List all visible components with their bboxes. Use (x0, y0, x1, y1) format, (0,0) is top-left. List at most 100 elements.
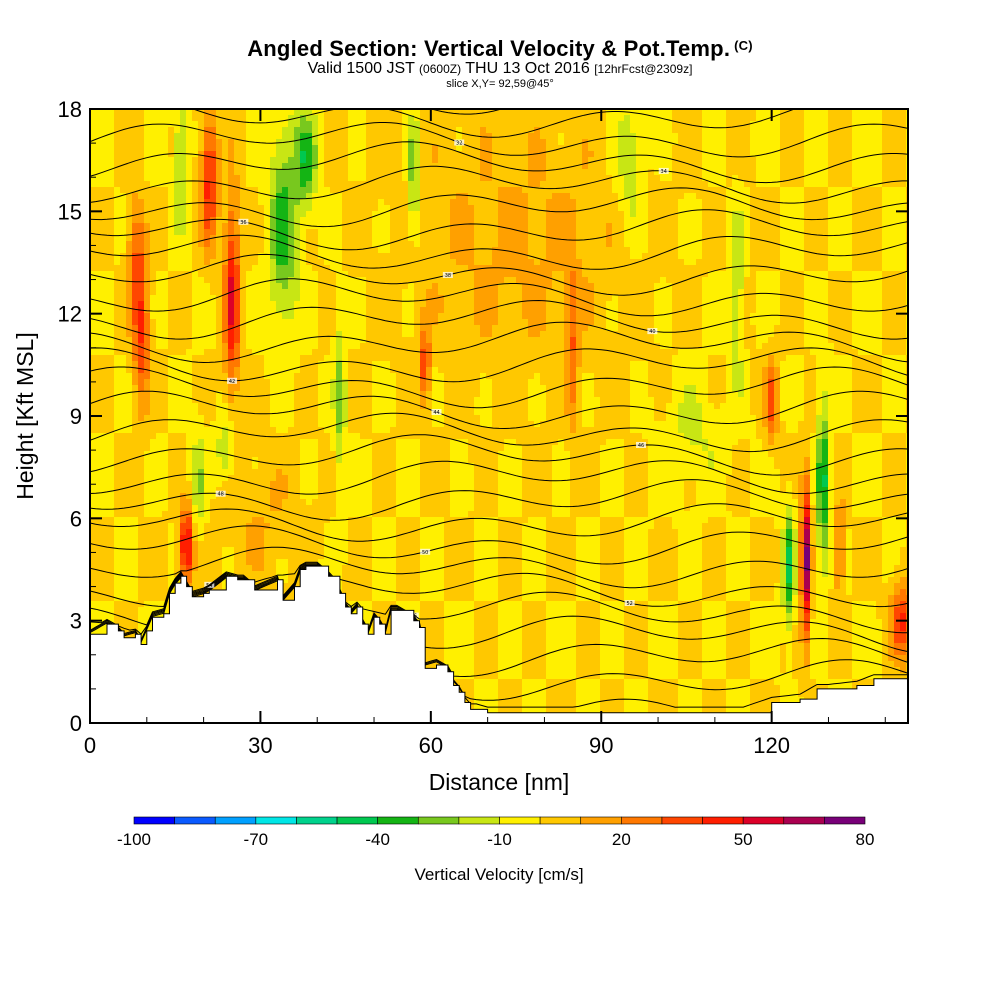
velocity-cell (378, 307, 385, 314)
velocity-cell (684, 259, 691, 266)
velocity-cell (384, 253, 391, 260)
velocity-cell (522, 181, 529, 188)
velocity-cell (150, 319, 157, 326)
velocity-cell (282, 115, 289, 122)
velocity-cell (522, 241, 529, 248)
velocity-cell (786, 121, 793, 128)
velocity-cell (804, 271, 811, 278)
velocity-cell (840, 205, 847, 212)
velocity-cell (150, 157, 157, 164)
velocity-cell (486, 319, 493, 326)
velocity-cell (324, 145, 331, 152)
velocity-cell (576, 211, 583, 218)
velocity-cell (552, 109, 559, 116)
velocity-cell (732, 271, 739, 278)
velocity-cell (372, 157, 379, 164)
velocity-cell (120, 151, 127, 158)
velocity-cell (654, 145, 661, 152)
velocity-cell (840, 133, 847, 140)
velocity-cell (90, 109, 97, 116)
velocity-cell (432, 217, 439, 224)
velocity-cell (552, 271, 559, 278)
velocity-cell (720, 145, 727, 152)
velocity-cell (408, 223, 415, 230)
velocity-cell (540, 319, 547, 326)
velocity-cell (384, 145, 391, 152)
velocity-cell (462, 145, 469, 152)
velocity-cell (684, 163, 691, 170)
velocity-cell (816, 271, 823, 278)
velocity-cell (882, 295, 889, 302)
velocity-cell (420, 241, 427, 248)
velocity-cell (726, 199, 733, 206)
velocity-cell (366, 163, 373, 170)
velocity-cell (270, 109, 277, 116)
velocity-cell (450, 175, 457, 182)
velocity-cell (690, 193, 697, 200)
velocity-cell (486, 205, 493, 212)
velocity-cell (708, 181, 715, 188)
velocity-cell (444, 253, 451, 260)
velocity-cell (216, 217, 223, 224)
velocity-cell (516, 247, 523, 254)
velocity-cell (228, 139, 235, 146)
velocity-cell (606, 217, 613, 224)
velocity-cell (234, 313, 241, 320)
velocity-cell (312, 169, 319, 176)
velocity-cell (822, 169, 829, 176)
velocity-cell (222, 283, 229, 290)
velocity-cell (168, 271, 175, 278)
velocity-cell (762, 301, 769, 308)
velocity-cell (120, 265, 127, 272)
velocity-cell (204, 163, 211, 170)
velocity-cell (378, 319, 385, 326)
velocity-cell (324, 121, 331, 128)
velocity-cell (660, 253, 667, 260)
velocity-cell (510, 307, 517, 314)
velocity-cell (324, 109, 331, 116)
velocity-cell (582, 223, 589, 230)
velocity-cell (702, 319, 709, 326)
velocity-cell (132, 223, 139, 230)
velocity-cell (252, 217, 259, 224)
velocity-cell (576, 187, 583, 194)
velocity-cell (132, 187, 139, 194)
velocity-cell (342, 211, 349, 218)
velocity-cell (240, 325, 247, 332)
velocity-cell (648, 199, 655, 206)
velocity-cell (672, 313, 679, 320)
velocity-cell (198, 181, 205, 188)
velocity-cell (840, 151, 847, 158)
velocity-cell (384, 139, 391, 146)
velocity-cell (354, 283, 361, 290)
velocity-cell (780, 301, 787, 308)
velocity-cell (90, 235, 97, 242)
velocity-cell (252, 265, 259, 272)
velocity-cell (378, 109, 385, 116)
velocity-cell (678, 319, 685, 326)
velocity-cell (120, 145, 127, 152)
velocity-cell (384, 127, 391, 134)
velocity-cell (534, 109, 541, 116)
velocity-cell (270, 325, 277, 332)
velocity-cell (594, 199, 601, 206)
velocity-cell (840, 193, 847, 200)
velocity-cell (186, 313, 193, 320)
velocity-cell (138, 109, 145, 116)
velocity-cell (576, 301, 583, 308)
velocity-cell (546, 271, 553, 278)
velocity-cell (648, 265, 655, 272)
velocity-cell (396, 247, 403, 254)
velocity-cell (90, 259, 97, 266)
velocity-cell (492, 181, 499, 188)
velocity-cell (552, 241, 559, 248)
velocity-cell (768, 145, 775, 152)
velocity-cell (762, 217, 769, 224)
velocity-cell (252, 319, 259, 326)
velocity-cell (768, 175, 775, 182)
velocity-cell (588, 187, 595, 194)
velocity-cell (342, 283, 349, 290)
velocity-cell (666, 187, 673, 194)
velocity-cell (882, 277, 889, 284)
velocity-cell (678, 181, 685, 188)
